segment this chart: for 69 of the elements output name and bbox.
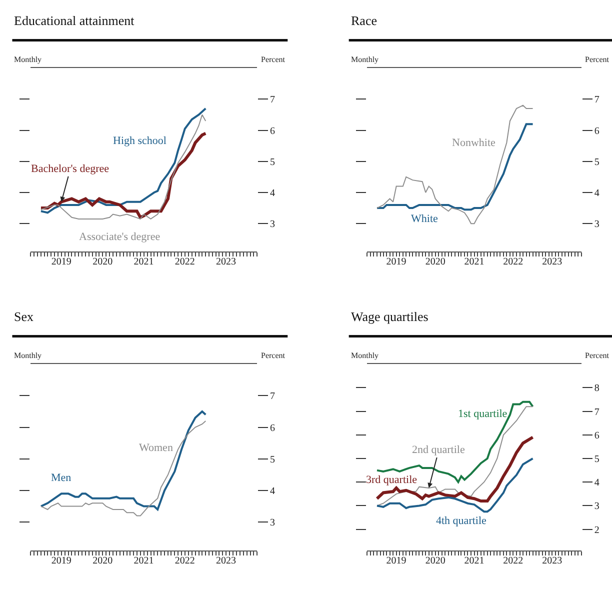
- text: Bachelor's degree: [31, 163, 110, 175]
- line-series: [40, 410, 207, 510]
- chart-title: Educational attainment: [14, 13, 135, 28]
- x-tick-label: 2019: [51, 556, 72, 567]
- y-axis-title: Percent: [585, 55, 610, 64]
- series-label: High school: [113, 135, 166, 147]
- x-tick-label: 2022: [174, 256, 195, 268]
- y-tick-label: 6: [594, 126, 600, 137]
- y-tick-label: 7: [594, 94, 600, 106]
- x-tick-label: 2019: [386, 256, 406, 268]
- y-tick-label: 4: [270, 188, 276, 199]
- y-tick-label: 6: [270, 126, 276, 137]
- series-label: Men: [51, 472, 72, 484]
- chart-title: Wage quartiles: [351, 309, 428, 324]
- x-tick-label: 2019: [386, 556, 406, 567]
- series-label: Women: [139, 442, 174, 454]
- x-tick-label: 2021: [134, 556, 154, 567]
- series-label: Associate's degree: [79, 231, 160, 243]
- series-label: Nonwhite: [452, 137, 496, 149]
- y-tick-label: 3: [270, 518, 276, 529]
- chart-title: Sex: [14, 309, 34, 324]
- chart-title: Race: [351, 13, 378, 28]
- y-tick-label: 2: [594, 524, 600, 536]
- y-tick-label: 6: [594, 430, 600, 442]
- text: Monthly: [351, 55, 379, 64]
- x-tick-label: 2022: [503, 556, 524, 567]
- x-tick-label: 2021: [134, 256, 154, 268]
- x-tick-label: 2020: [425, 556, 446, 567]
- line-series: [376, 123, 534, 211]
- y-tick-label: 5: [594, 156, 600, 168]
- y-tick-label: 8: [594, 383, 600, 394]
- x-tick-label: 2021: [464, 556, 484, 567]
- y-axis-title: Percent: [261, 351, 286, 360]
- x-tick-label: 2023: [542, 256, 562, 268]
- x-tick-label: 2023: [216, 556, 236, 567]
- line-series: [376, 104, 534, 224]
- y-tick-label: 5: [270, 454, 276, 466]
- x-tick-label: 2021: [464, 256, 484, 268]
- y-tick-label: 3: [594, 501, 600, 512]
- y-tick-label: 5: [594, 454, 600, 465]
- x-tick-label: 2020: [92, 556, 113, 567]
- x-tick-label: 2022: [503, 256, 524, 268]
- series-label: 3rd quartile: [366, 474, 418, 486]
- text: Monthly: [351, 351, 379, 360]
- text: Monthly: [14, 55, 42, 64]
- y-tick-label: 4: [594, 478, 600, 489]
- x-tick-label: 2023: [542, 556, 562, 567]
- x-tick-label: 2023: [216, 256, 236, 268]
- y-tick-label: 7: [270, 391, 276, 402]
- y-tick-label: 7: [270, 94, 276, 106]
- x-tick-label: 2019: [51, 256, 72, 268]
- series-label: White: [411, 213, 438, 225]
- series-label: 1st quartile: [458, 408, 508, 420]
- y-tick-label: 4: [594, 188, 600, 199]
- y-tick-label: 3: [270, 219, 276, 230]
- text: Monthly: [14, 351, 42, 360]
- text: 2nd quartile: [412, 444, 465, 456]
- y-tick-label: 6: [270, 422, 276, 434]
- series-label: 4th quartile: [436, 515, 487, 527]
- x-tick-label: 2020: [425, 256, 446, 268]
- line-series: [40, 420, 206, 516]
- y-axis-title: Percent: [261, 55, 286, 64]
- y-tick-label: 7: [594, 406, 600, 418]
- y-tick-label: 5: [270, 156, 276, 168]
- x-tick-label: 2020: [92, 256, 113, 268]
- y-tick-label: 4: [270, 486, 276, 498]
- x-tick-label: 2022: [174, 556, 195, 567]
- y-axis-title: Percent: [585, 351, 610, 360]
- y-tick-label: 3: [594, 219, 600, 230]
